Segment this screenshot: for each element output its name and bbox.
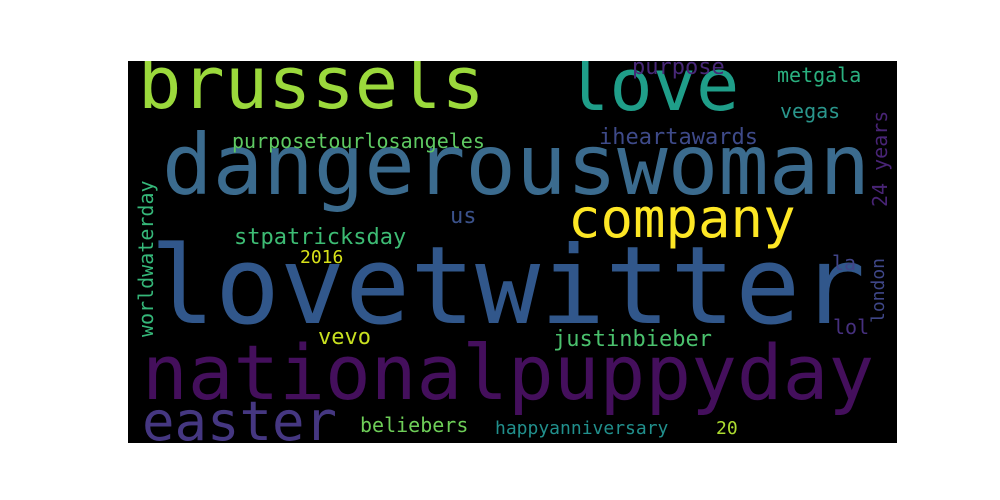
word-london: london	[868, 257, 889, 323]
word-justinbieber: justinbieber	[553, 327, 712, 352]
word-iheartawards: iheartawards	[599, 125, 758, 150]
word-purpose: purpose	[632, 61, 725, 80]
word-24-years: 24 years	[868, 110, 892, 207]
word-nationalpuppyday: nationalpuppyday	[142, 328, 875, 417]
word-brussels: brussels	[138, 61, 485, 125]
word-purposetourlosangeles: purposetourlosangeles	[232, 129, 485, 153]
word-20: 20	[716, 418, 738, 439]
word-dangerouswoman: dangerouswoman	[162, 116, 871, 214]
word-cloud: brussels love dangerouswoman company lovetwi…	[128, 61, 897, 443]
word-lol: lol	[833, 315, 870, 339]
word-love: love	[566, 61, 740, 127]
word-worldwaterday: worldwaterday	[134, 180, 158, 337]
word-vegas: vegas	[780, 99, 841, 123]
word-lovetwitter: lovetwitter	[150, 224, 866, 349]
word-easter: easter	[142, 390, 338, 444]
word-vevo: vevo	[318, 325, 371, 350]
word-metgala: metgala	[777, 63, 862, 87]
word-beliebers: beliebers	[360, 413, 469, 437]
word-2016: 2016	[300, 247, 344, 268]
word-happyanniversary: happyanniversary	[495, 418, 669, 439]
word-us: us	[450, 204, 477, 229]
word-la: la	[832, 251, 857, 275]
word-stpatricksday: stpatricksday	[234, 225, 407, 250]
word-company: company	[568, 187, 796, 250]
